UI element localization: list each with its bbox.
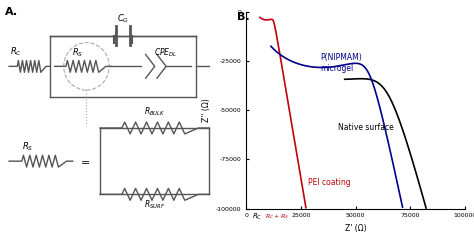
Text: $=$: $=$ <box>78 156 91 166</box>
Text: A.: A. <box>5 7 18 17</box>
Text: PEI coating: PEI coating <box>308 178 350 187</box>
Text: $R_{SURF}$: $R_{SURF}$ <box>144 198 165 211</box>
Text: $R_{BULK}$: $R_{BULK}$ <box>144 106 165 118</box>
Text: $R_C+R_S$: $R_C+R_S$ <box>265 212 289 221</box>
Text: $R_C$: $R_C$ <box>252 211 263 222</box>
Text: Native surface: Native surface <box>338 123 394 132</box>
Text: $R_S$: $R_S$ <box>22 140 33 153</box>
Text: P(NIPMAM)
microgel: P(NIPMAM) microgel <box>320 54 362 73</box>
Text: $C_G$: $C_G$ <box>117 12 129 25</box>
Text: $CPE_{DL}$: $CPE_{DL}$ <box>155 47 178 59</box>
Text: $R_C$: $R_C$ <box>10 46 22 58</box>
Text: B.: B. <box>237 12 250 22</box>
Y-axis label: Z'' (Ω): Z'' (Ω) <box>201 98 210 122</box>
X-axis label: Z' (Ω): Z' (Ω) <box>345 224 366 233</box>
Text: $R_S$: $R_S$ <box>72 47 83 59</box>
